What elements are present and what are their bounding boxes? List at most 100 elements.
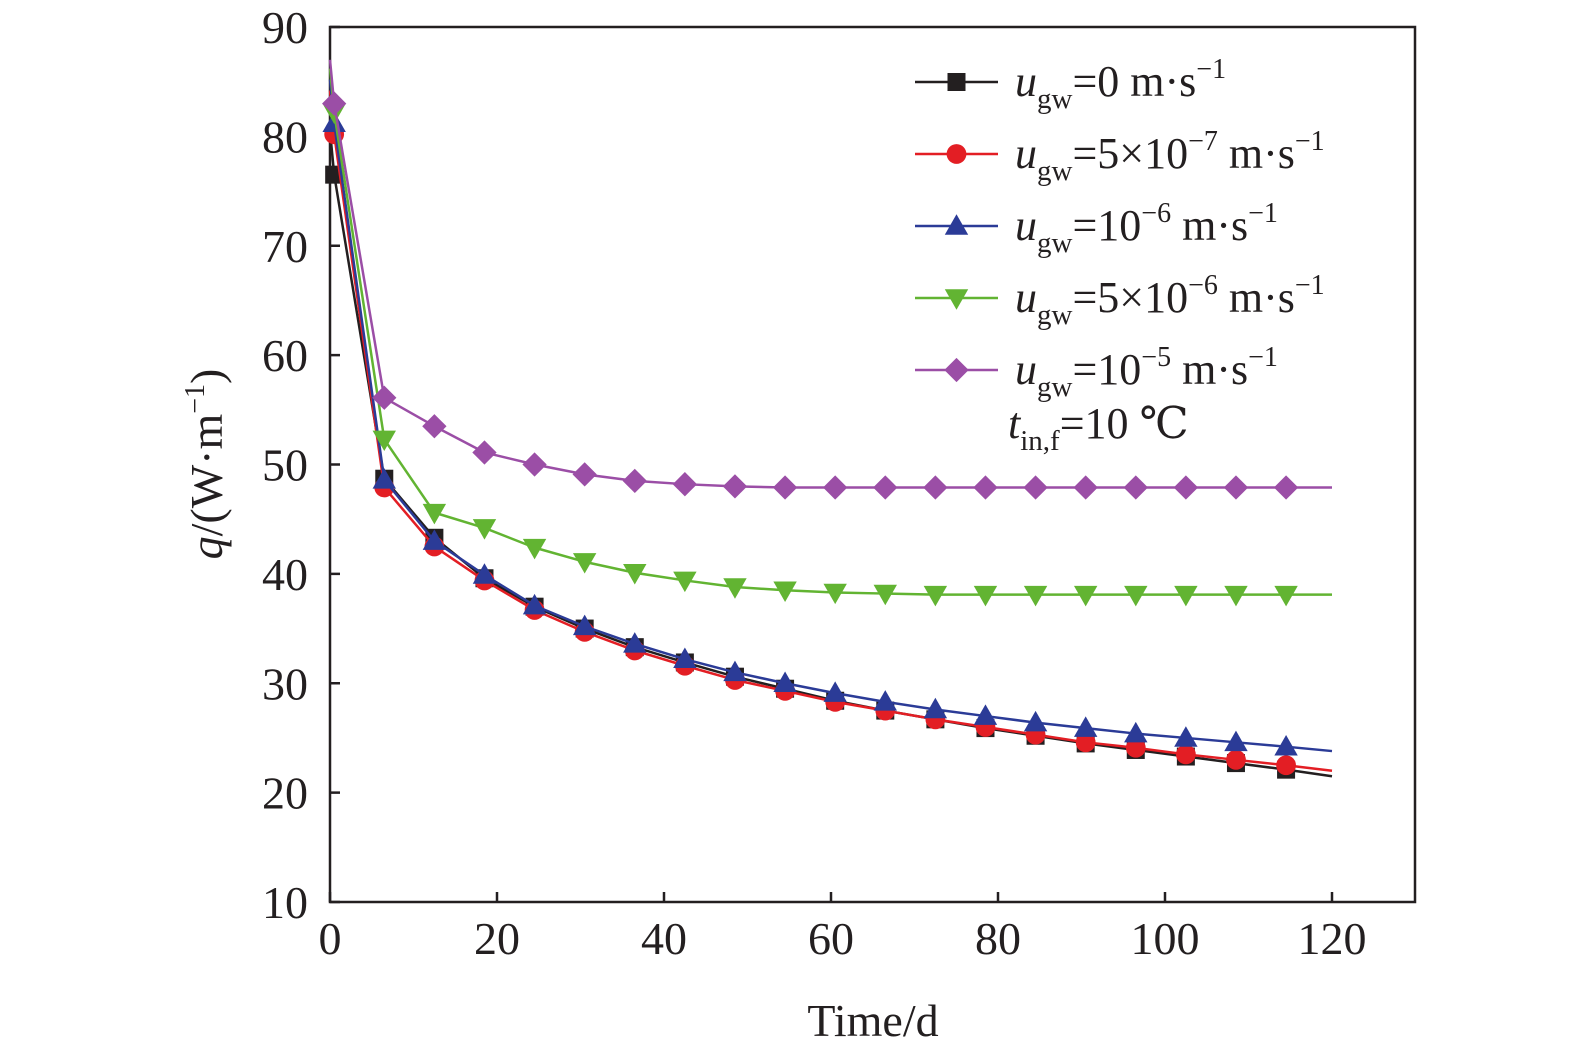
x-axis-title: Time/d bbox=[807, 995, 938, 1046]
data-point bbox=[823, 475, 848, 500]
data-point bbox=[1173, 475, 1199, 500]
data-point bbox=[772, 475, 798, 500]
data-point bbox=[572, 553, 597, 574]
x-tick-label: 60 bbox=[808, 913, 854, 964]
legend-marker bbox=[947, 73, 966, 91]
data-point bbox=[1276, 755, 1296, 776]
data-point bbox=[823, 583, 847, 605]
series-line bbox=[328, 59, 1332, 489]
data-point bbox=[723, 578, 747, 599]
y-tick-label: 60 bbox=[262, 330, 308, 381]
data-point bbox=[1174, 585, 1198, 607]
legend-label: ugw=10−5 m·s−1 bbox=[1015, 342, 1278, 403]
legend-item-0: ugw=0 m·s−1 bbox=[915, 54, 1226, 115]
data-point bbox=[472, 519, 497, 540]
y-axis-title: q/(W·m−1) bbox=[180, 369, 232, 560]
series-layer bbox=[322, 59, 1333, 779]
data-point bbox=[1175, 744, 1196, 765]
legend-marker bbox=[944, 289, 969, 310]
data-point bbox=[873, 584, 897, 606]
data-point bbox=[622, 468, 647, 494]
legend-marker bbox=[946, 144, 967, 164]
data-point bbox=[623, 632, 647, 653]
x-tick-label: 40 bbox=[641, 913, 687, 964]
data-point bbox=[1224, 585, 1248, 607]
data-point bbox=[372, 468, 396, 489]
data-point bbox=[873, 690, 897, 711]
data-point bbox=[973, 704, 998, 725]
series-4 bbox=[322, 59, 1332, 500]
legend-label: ugw=5×10−7 m·s−1 bbox=[1015, 126, 1325, 187]
data-point bbox=[372, 385, 397, 410]
data-point bbox=[973, 475, 998, 500]
x-tick-label: 100 bbox=[1131, 913, 1200, 964]
legend-label: ugw=5×10−6 m·s−1 bbox=[1015, 270, 1325, 331]
x-tick-label: 20 bbox=[474, 913, 520, 964]
data-point bbox=[773, 671, 797, 693]
series-3 bbox=[322, 68, 1332, 607]
data-point bbox=[623, 564, 647, 585]
data-point bbox=[723, 660, 747, 682]
data-point bbox=[1023, 710, 1048, 732]
data-point bbox=[672, 472, 698, 497]
series-2 bbox=[322, 79, 1333, 756]
legend-marker bbox=[944, 214, 969, 235]
annotation-inlet-temp: tin,f=10 ℃ bbox=[1008, 399, 1189, 457]
data-point bbox=[1226, 749, 1246, 770]
series-line bbox=[328, 90, 1333, 772]
y-tick-label: 10 bbox=[262, 877, 308, 928]
data-point bbox=[823, 681, 847, 702]
legend-item-1: ugw=5×10−7 m·s−1 bbox=[915, 126, 1325, 187]
data-point bbox=[1274, 734, 1298, 756]
y-tick-label: 30 bbox=[262, 658, 308, 709]
data-point bbox=[422, 503, 447, 525]
series-line bbox=[328, 68, 1332, 596]
data-point bbox=[472, 440, 497, 465]
y-tick-label: 20 bbox=[262, 768, 308, 819]
data-point bbox=[1125, 737, 1146, 758]
y-tick-label: 40 bbox=[262, 549, 308, 600]
data-point bbox=[1124, 721, 1148, 743]
legend-marker bbox=[944, 357, 969, 383]
data-point bbox=[522, 452, 547, 477]
legend-item-3: ugw=5×10−6 m·s−1 bbox=[915, 270, 1325, 331]
legend-label: ugw=10−6 m·s−1 bbox=[1015, 198, 1278, 259]
y-tick-label: 90 bbox=[262, 2, 308, 53]
data-point bbox=[1124, 585, 1148, 607]
legend-item-4: ugw=10−5 m·s−1 bbox=[915, 342, 1278, 403]
x-tick-label: 80 bbox=[975, 913, 1021, 964]
legend-item-2: ugw=10−6 m·s−1 bbox=[915, 198, 1278, 259]
data-point bbox=[1023, 475, 1048, 500]
data-point bbox=[923, 585, 948, 607]
data-point bbox=[572, 614, 597, 636]
series-line bbox=[328, 79, 1333, 753]
data-point bbox=[1273, 475, 1299, 500]
data-point bbox=[973, 585, 998, 607]
axis-ticks: 0 20 40 60 80 100 120 10 20 30 40 50 60 70 80 90 bbox=[262, 2, 1367, 964]
data-point bbox=[1073, 585, 1098, 607]
y-tick-label: 50 bbox=[262, 440, 308, 491]
data-point bbox=[722, 474, 748, 499]
data-point bbox=[873, 475, 898, 500]
data-point bbox=[673, 571, 697, 593]
data-point bbox=[422, 529, 447, 550]
data-point bbox=[322, 91, 347, 116]
data-point bbox=[1073, 475, 1098, 500]
data-point bbox=[1123, 475, 1148, 500]
data-point bbox=[923, 697, 948, 719]
data-point bbox=[1075, 732, 1096, 753]
data-point bbox=[1073, 716, 1098, 737]
legend: ugw=0 m·s−1 ugw=5×10−7 m·s−1 ugw=10−6 m·s−… bbox=[915, 54, 1325, 403]
y-tick-label: 70 bbox=[262, 221, 308, 272]
data-point bbox=[1274, 585, 1298, 607]
x-tick-label: 0 bbox=[319, 913, 342, 964]
data-point bbox=[673, 647, 697, 668]
data-point bbox=[773, 581, 797, 602]
data-point bbox=[1174, 726, 1198, 747]
data-point bbox=[1223, 475, 1249, 500]
data-point bbox=[1023, 585, 1048, 607]
data-point bbox=[522, 538, 547, 560]
data-point bbox=[472, 563, 497, 584]
legend-label: ugw=0 m·s−1 bbox=[1015, 54, 1226, 115]
